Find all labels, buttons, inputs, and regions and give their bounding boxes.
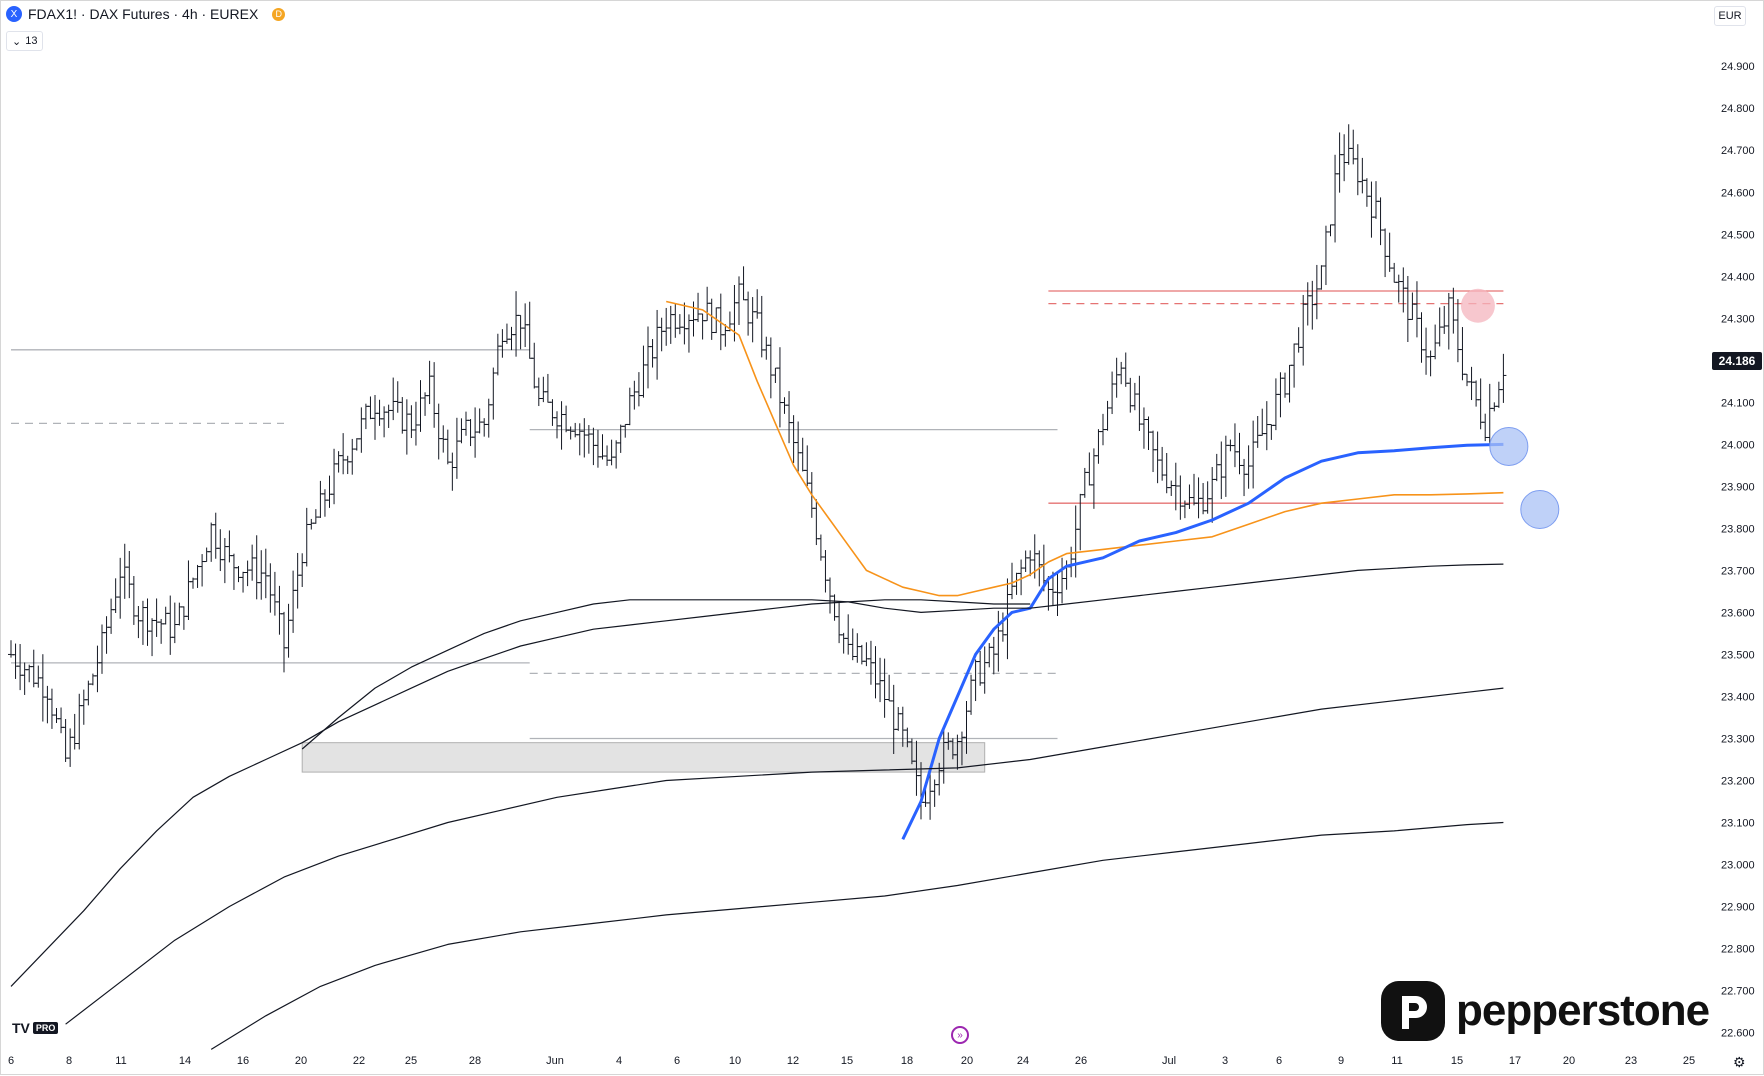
- price-tick-label: 24.500: [1721, 229, 1755, 241]
- price-tick-label: 23.800: [1721, 523, 1755, 535]
- price-tick-label: 23.300: [1721, 733, 1755, 745]
- price-tick-label: 24.900: [1721, 61, 1755, 73]
- pepperstone-p-logo: [1381, 981, 1445, 1041]
- time-tick-label: 9: [1338, 1055, 1344, 1067]
- price-tick-label: 24.700: [1721, 145, 1755, 157]
- time-tick-label: 8: [66, 1055, 72, 1067]
- last-price-label: 24.186: [1712, 352, 1762, 370]
- price-tick-label: 22.700: [1721, 986, 1755, 998]
- time-tick-label: 11: [115, 1055, 126, 1067]
- blue-circle-marker: [1520, 489, 1560, 529]
- brand-name: pepperstone: [1456, 986, 1710, 1035]
- time-tick-label: 25: [405, 1055, 417, 1067]
- currency-button[interactable]: EUR: [1714, 6, 1746, 26]
- black-indicator-line: [210, 821, 1504, 1050]
- time-tick-label: 25: [1683, 1055, 1695, 1067]
- symbol-logo-icon: X: [6, 6, 22, 22]
- time-tick-label: 6: [8, 1055, 14, 1067]
- price-tick-label: 23.200: [1721, 775, 1755, 787]
- time-tick-label: 20: [961, 1055, 973, 1067]
- data-badge: D: [272, 7, 286, 21]
- price-tick-label: 23.700: [1721, 565, 1755, 577]
- indicators-toggle-button[interactable]: ⌄ 13: [6, 31, 44, 51]
- time-tick-label: 26: [1075, 1055, 1087, 1067]
- price-tick-label: 23.900: [1721, 481, 1755, 493]
- time-tick-label: 24: [1017, 1055, 1029, 1067]
- red-circle-marker: [1460, 288, 1495, 323]
- time-tick-label: 15: [841, 1055, 853, 1067]
- time-tick-label: Jun: [546, 1055, 564, 1067]
- support-zone: [301, 742, 986, 773]
- price-tick-label: 24.400: [1721, 271, 1755, 283]
- price-tick-label: 24.600: [1721, 187, 1755, 199]
- pro-badge: PRO: [32, 1022, 59, 1034]
- time-tick-label: 4: [616, 1055, 622, 1067]
- price-tick-label: 23.600: [1721, 607, 1755, 619]
- blue-indicator-line: [901, 442, 1504, 840]
- price-tick-label: 24.800: [1721, 103, 1755, 115]
- time-tick-label: 28: [469, 1055, 481, 1067]
- time-tick-label: 6: [1276, 1055, 1282, 1067]
- time-tick-label: Jul: [1162, 1055, 1176, 1067]
- time-tick-label: 20: [295, 1055, 307, 1067]
- symbol-title[interactable]: FDAX1! · DAX Futures · 4h · EUREX: [28, 6, 259, 22]
- time-tick-label: 20: [1563, 1055, 1575, 1067]
- symbol-header[interactable]: X FDAX1! · DAX Futures · 4h · EUREX D: [6, 6, 286, 22]
- black-indicator-line: [10, 599, 1031, 987]
- time-tick-label: 11: [1391, 1055, 1402, 1067]
- time-tick-label: 16: [237, 1055, 249, 1067]
- time-tick-label: 15: [1451, 1055, 1463, 1067]
- time-tick-label: 18: [901, 1055, 913, 1067]
- price-tick-label: 22.900: [1721, 902, 1755, 914]
- price-tick-label: 22.600: [1721, 1028, 1755, 1040]
- price-tick-label: 22.800: [1721, 944, 1755, 956]
- price-tick-label: 24.100: [1721, 397, 1755, 409]
- go-to-realtime-icon[interactable]: »: [951, 1026, 969, 1044]
- price-tick-label: 23.400: [1721, 691, 1755, 703]
- indicators-count: 13: [25, 35, 38, 47]
- black-indicator-line: [65, 687, 1504, 1025]
- blue-circle-marker: [1489, 426, 1529, 466]
- price-tick-label: 24.000: [1721, 439, 1755, 451]
- tradingview-logo[interactable]: TV PRO: [12, 1020, 59, 1036]
- gear-icon[interactable]: ⚙: [1733, 1054, 1746, 1070]
- black-indicator-line: [301, 563, 1504, 750]
- price-tick-label: 23.500: [1721, 649, 1755, 661]
- pepperstone-logo: pepperstone: [1380, 980, 1710, 1042]
- time-tick-label: 14: [179, 1055, 191, 1067]
- time-tick-label: 3: [1222, 1055, 1228, 1067]
- tv-mark: TV: [12, 1020, 30, 1036]
- time-tick-label: 17: [1509, 1055, 1521, 1067]
- time-tick-label: 22: [353, 1055, 365, 1067]
- price-tick-label: 24.300: [1721, 313, 1755, 325]
- price-tick-label: 23.000: [1721, 860, 1755, 872]
- time-tick-label: 6: [674, 1055, 680, 1067]
- time-tick-label: 10: [729, 1055, 741, 1067]
- chevron-down-icon: ⌄: [12, 35, 22, 48]
- price-tick-label: 23.100: [1721, 818, 1755, 830]
- orange-indicator-line: [666, 300, 1504, 597]
- time-tick-label: 12: [787, 1055, 799, 1067]
- time-tick-label: 23: [1625, 1055, 1637, 1067]
